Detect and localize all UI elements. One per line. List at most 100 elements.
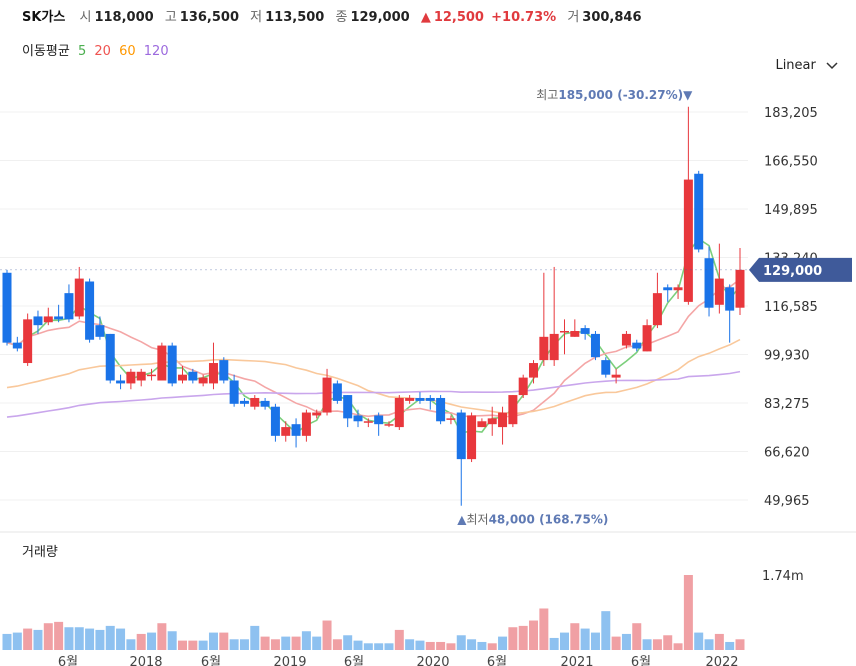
volume-bar <box>425 641 435 650</box>
volume-bar <box>415 640 425 650</box>
ma-120-line <box>6 370 741 418</box>
volume-bar <box>43 623 53 650</box>
candle-body <box>477 421 487 428</box>
volume-bar <box>714 633 724 650</box>
candle-body <box>394 397 404 428</box>
volume-bar <box>683 575 693 650</box>
volume-bar <box>694 632 704 650</box>
volume-bar <box>312 636 322 650</box>
volume-bar <box>281 636 291 650</box>
price-tick-label: 66,620 <box>764 446 810 461</box>
high-annotation-percent: (-30.27%) <box>617 88 683 102</box>
candle-body <box>343 395 353 419</box>
change-arrow-icon: ▲ <box>420 10 431 25</box>
open-label: 시 <box>79 10 92 25</box>
volume-bar <box>673 643 683 650</box>
close-label: 종 <box>335 10 348 25</box>
candle-body <box>250 397 260 407</box>
volume-bar <box>64 627 74 650</box>
volume-bar <box>291 636 301 650</box>
volume-bar <box>33 629 43 650</box>
high-annotation: 최고185,000 (-30.27%)▼ <box>536 88 693 102</box>
volume-bar <box>456 635 466 650</box>
price-tick-label: 133,240 <box>764 252 818 267</box>
price-tick-label: 183,205 <box>764 106 818 121</box>
candle-body <box>405 397 415 401</box>
volume-bar <box>270 639 280 650</box>
candle-body <box>456 412 466 460</box>
candle-body <box>136 371 146 381</box>
stock-header: SK가스 시 118,000 고 136,500 저 113,500 종 129,000… <box>22 6 649 25</box>
candle-body <box>652 293 662 326</box>
candle-body <box>487 418 497 425</box>
volume-bar <box>250 625 260 650</box>
low-annotation: ▲최저48,000 (168.75%) <box>457 513 608 527</box>
volume-bar <box>116 628 126 650</box>
ma-60-line <box>6 338 741 415</box>
current-price-tag <box>749 257 852 282</box>
candle-body <box>353 415 363 422</box>
candle-body <box>188 371 198 381</box>
price-tick-label: 149,895 <box>764 203 818 218</box>
volume-bar <box>2 633 12 650</box>
candle-body <box>239 400 249 404</box>
candle-body <box>529 363 539 378</box>
time-axis-label: 2021 <box>560 655 593 666</box>
high-annotation-arrow-icon: ▼ <box>683 88 693 102</box>
low-value: 113,500 <box>265 10 325 25</box>
volume-bar <box>105 625 115 650</box>
time-axis-label: 6월 <box>344 655 364 666</box>
volume-bar <box>126 639 136 650</box>
candle-body <box>570 330 580 337</box>
volume-bar <box>642 639 652 650</box>
volume-bar <box>239 639 249 650</box>
time-axis: 6월 2018 6월 2019 6월 2020 6월 2021 6월 2022 <box>58 655 739 666</box>
volume-bar <box>590 632 600 650</box>
volume-bar <box>405 639 415 650</box>
price-tick-label: 116,585 <box>764 300 818 315</box>
low-label: 저 <box>250 10 263 25</box>
volume-bar <box>188 640 198 650</box>
candle-body <box>64 293 74 320</box>
volume-bar <box>74 627 84 650</box>
volume-bar <box>301 631 311 650</box>
volume-bar <box>467 639 477 650</box>
candle-body <box>54 316 64 320</box>
candle-body <box>374 415 384 425</box>
volume-bar <box>487 643 497 650</box>
candle-body <box>642 325 652 352</box>
high-annotation-label: 최고 <box>536 88 558 102</box>
volume-bar <box>539 608 549 650</box>
close-value: 129,000 <box>350 10 410 25</box>
candle-body <box>425 397 435 401</box>
candle-body <box>673 287 683 291</box>
ma-5-label: 5 <box>77 44 87 59</box>
change-value: 12,500 <box>433 10 484 25</box>
price-grid <box>0 111 748 501</box>
high-annotation-value: 185,000 <box>558 88 617 102</box>
candle-body <box>85 281 95 340</box>
volume-bar <box>198 640 208 650</box>
volume-bar <box>95 629 105 650</box>
volume-bar <box>322 620 332 650</box>
volume-bar <box>384 643 394 650</box>
candle-body <box>714 278 724 305</box>
scale-select[interactable]: Linear <box>775 58 838 73</box>
price-axis: 183,205 166,550 149,895 133,240 116,585 99,93… <box>764 106 818 509</box>
candles <box>2 106 745 506</box>
change-percent: +10.73% <box>491 10 557 25</box>
volume-bar <box>54 621 64 650</box>
volume-bar <box>12 632 22 650</box>
volume-bar <box>621 633 631 650</box>
candle-body <box>611 374 621 378</box>
moving-average-lines <box>6 237 741 434</box>
volume-bar <box>85 628 95 650</box>
candle-body <box>539 336 549 361</box>
candle-body <box>157 345 167 381</box>
scale-select-value: Linear <box>775 58 816 73</box>
ma-120-label: 120 <box>143 44 169 59</box>
moving-average-legend[interactable]: 이동평균 5 20 60 120 <box>22 40 173 59</box>
chevron-down-icon <box>826 61 838 69</box>
candle-body <box>415 397 425 401</box>
volume-bar <box>570 623 580 650</box>
